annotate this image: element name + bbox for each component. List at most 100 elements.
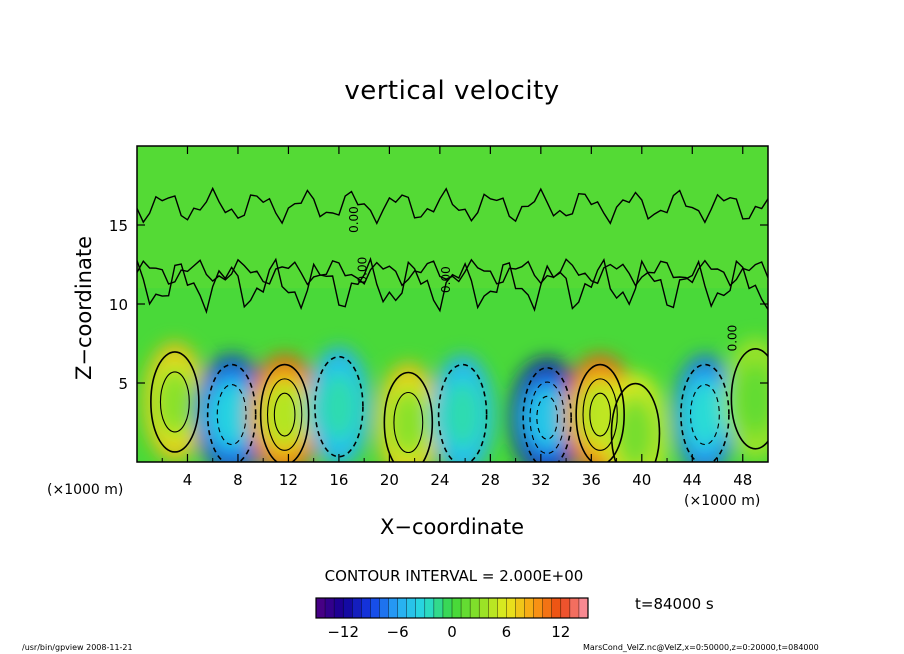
x-axis-label: X−coordinate (380, 515, 524, 539)
colorbar-segment (452, 598, 462, 618)
contour-cell-4-0 (383, 371, 434, 462)
colorbar-segment (542, 598, 553, 618)
colorbar-segment (488, 598, 498, 618)
x-tick-label: 16 (329, 471, 348, 489)
x-tick-label: 48 (733, 471, 752, 489)
colorbar-segment (424, 598, 435, 618)
contour-cell-10-0 (730, 348, 768, 450)
field-cell-6-level-2 (524, 385, 570, 451)
colorbar-segment (442, 598, 453, 618)
colorbar-segment (560, 598, 571, 618)
contour-line-label: 0.00 (439, 266, 453, 293)
x-tick-label: 12 (279, 471, 298, 489)
contour-cell-3-0 (314, 355, 364, 458)
contour-zero-1 (137, 256, 768, 315)
colorbar-segment (370, 598, 380, 618)
field-cell-5-level-2 (443, 382, 482, 447)
field-cell-9-level-2 (685, 382, 725, 447)
colorbar-segment (361, 598, 371, 618)
contour-cell-7-0 (575, 363, 625, 462)
y-tick-label: 5 (118, 375, 128, 393)
colorbar-segment (461, 598, 471, 618)
x-tick-label: 40 (632, 471, 651, 489)
contour-cell-2-1 (266, 378, 303, 451)
colorbar-segment (533, 598, 543, 618)
field-cell-4-level-2 (389, 390, 428, 455)
contour-cell-8-0 (610, 382, 661, 462)
colorbar-segment (433, 598, 444, 618)
colorbar-frame (315, 597, 589, 619)
x-tick-label: 36 (582, 471, 601, 489)
contour-cell-0-0 (150, 351, 200, 453)
contour-zero-2 (137, 186, 768, 226)
colorbar-segment (316, 598, 326, 618)
contour-cell-9-0 (680, 363, 730, 462)
colorbar-tick-label: 6 (502, 623, 512, 641)
velocity-field (137, 146, 768, 462)
contour-cell-9-1 (689, 384, 720, 446)
colorbar-segment (497, 598, 507, 618)
colorbar-segment (343, 598, 353, 618)
y-tick-label: 15 (109, 217, 128, 235)
colorbar-segment (569, 598, 580, 618)
colorbar-tick-label: 12 (551, 623, 570, 641)
field-cell-1-level-2 (208, 382, 255, 447)
contour-line-label: 0.00 (725, 325, 739, 352)
colorbar-tick-label: −12 (327, 623, 359, 641)
contour-cell-1-1 (216, 384, 247, 446)
x-tick-label: 32 (531, 471, 550, 489)
colorbar-segment (379, 598, 389, 618)
colorbar-segment (415, 598, 426, 618)
x-unit-label-left: (×1000 m) (47, 482, 124, 498)
colorbar-segment (334, 598, 344, 618)
x-tick-label: 28 (481, 471, 500, 489)
contour-cell-6-2 (536, 395, 558, 440)
x-tick-label: 4 (183, 471, 193, 489)
contour-cell-7-2 (589, 392, 611, 437)
footer-program-date: /usr/bin/gpview 2008-11-21 (22, 643, 133, 652)
contour-line-label: 0.00 (347, 206, 361, 233)
contour-cell-1-0 (206, 363, 257, 462)
contour-cell-2-0 (259, 363, 310, 462)
footer-source: MarsCond_VelZ.nc@VelZ,x=0:50000,z=0:2000… (583, 643, 819, 652)
y-tick-label: 10 (109, 296, 128, 314)
x-tick-label: 20 (380, 471, 399, 489)
time-label: t=84000 s (635, 595, 714, 613)
x-unit-label-right: (×1000 m) (684, 493, 761, 509)
contour-zero-0 (137, 258, 768, 287)
field-cell-3-level-2 (319, 374, 359, 440)
colorbar-segment (479, 598, 489, 618)
colorbar-segment (524, 598, 534, 618)
colorbar-segment (325, 598, 335, 618)
field-cell-10-level-2 (736, 366, 768, 432)
colorbar-segment (388, 598, 398, 618)
field-cell-0-level-2 (155, 369, 195, 435)
colorbar-segment (352, 598, 362, 618)
contour-lines: 0.00 0.00 0.00 0.00 (137, 186, 768, 462)
colorbar-tick-label: 0 (447, 623, 457, 641)
x-tick-label: 8 (233, 471, 243, 489)
x-axis: 4 8 12 16 20 24 28 32 36 40 44 48 (161, 146, 752, 489)
contour-interval-label: CONTOUR INTERVAL = 2.000E+00 (324, 567, 584, 585)
colorbar-segment (515, 598, 525, 618)
colorbar-segment (470, 598, 480, 618)
colorbar: −12 −6 0 6 12 (315, 597, 589, 641)
colorbar-segment (551, 598, 562, 618)
contour-line-label: 0.00 (356, 257, 370, 284)
contour-cell-0-1 (159, 371, 190, 433)
colorbar-tick-label: −6 (387, 623, 409, 641)
colorbar-segment (578, 598, 589, 618)
colorbar-segment (397, 598, 407, 618)
y-axis: 5 10 15 (109, 217, 768, 393)
contour-cell-6-1 (529, 381, 565, 455)
field-cell-2-level-2 (261, 382, 308, 447)
contour-cell-7-1 (582, 378, 618, 451)
contour-cell-5-0 (437, 363, 488, 462)
contour-cell-6-0 (522, 366, 572, 462)
x-tick-label: 24 (430, 471, 449, 489)
contour-cell-2-2 (273, 392, 296, 437)
colorbar-segment (406, 598, 417, 618)
field-cell-8-level-2 (616, 401, 655, 462)
x-tick-label: 44 (683, 471, 702, 489)
